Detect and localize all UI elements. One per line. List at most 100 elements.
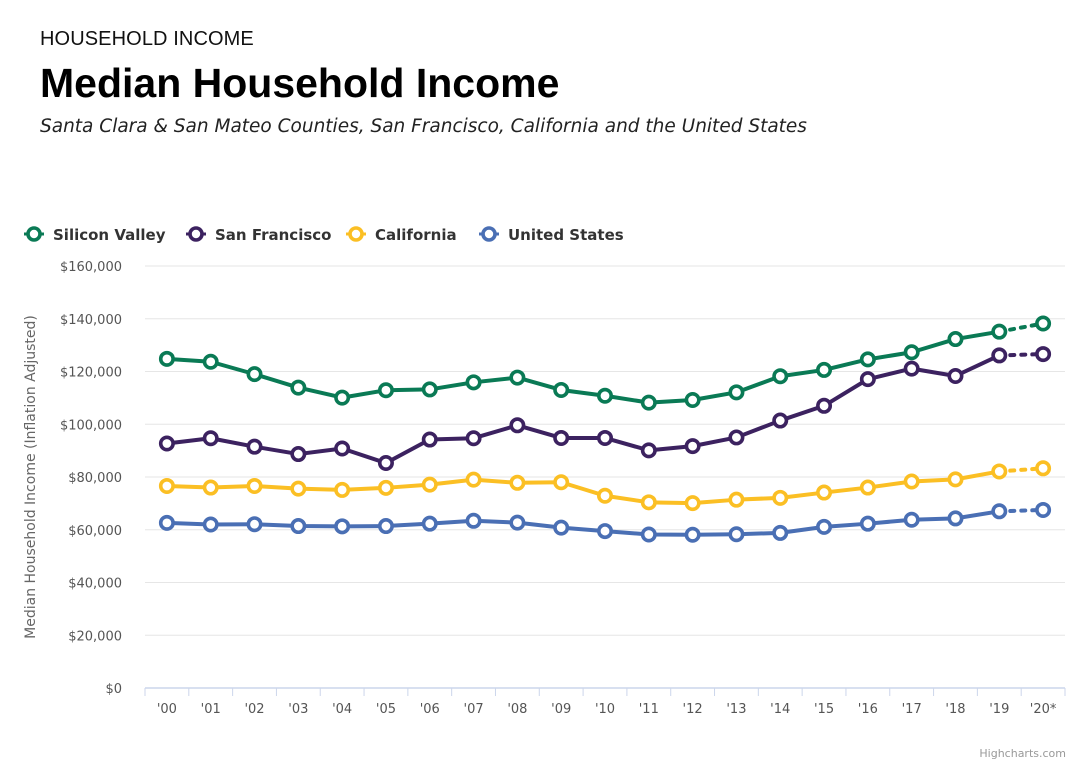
data-point (640, 394, 657, 411)
data-point (903, 360, 920, 377)
data-point (772, 524, 789, 541)
x-tick-label: '19 (989, 702, 1009, 717)
data-point (991, 323, 1008, 340)
data-point (421, 431, 438, 448)
x-axis: '00 '01 '02 '03 '04 '05 '06 '07 '08 '09 '10 '11 '12 '… (144, 687, 1066, 717)
y-tick-label: $100,000 (60, 418, 122, 433)
x-tick-label: '02 (244, 702, 264, 717)
legend-symbol-marker (348, 226, 364, 242)
y-tick-label: $160,000 (60, 260, 122, 275)
data-point (859, 515, 876, 532)
data-point (465, 430, 482, 447)
x-tick-label: '09 (551, 702, 571, 717)
data-point (246, 438, 263, 455)
y-tick-label: $0 (105, 682, 122, 697)
data-point (334, 389, 351, 406)
data-point (816, 518, 833, 535)
data-point (1035, 501, 1052, 518)
data-point (859, 479, 876, 496)
y-tick-label: $60,000 (68, 524, 122, 539)
data-point (158, 350, 175, 367)
data-point (509, 369, 526, 386)
legend-label: California (375, 226, 457, 244)
legend-item-united-states[interactable]: United States (479, 226, 624, 244)
data-point (991, 347, 1008, 364)
legend-item-silicon-valley[interactable]: Silicon Valley (24, 226, 166, 244)
data-point (377, 518, 394, 535)
series-group (158, 315, 1052, 543)
data-point (246, 366, 263, 383)
data-point (553, 519, 570, 536)
data-point (509, 417, 526, 434)
data-point (1035, 346, 1052, 363)
x-tick-label: '06 (420, 702, 440, 717)
y-axis: $0 $20,000 $40,000 $60,000 $80,000 $100,000 $1… (23, 260, 122, 697)
data-point (465, 512, 482, 529)
data-point (202, 516, 219, 533)
data-point (947, 471, 964, 488)
data-point (421, 476, 438, 493)
data-point (903, 511, 920, 528)
data-point (596, 387, 613, 404)
legend-label: Silicon Valley (53, 226, 166, 244)
data-point (1035, 315, 1052, 332)
data-point (553, 381, 570, 398)
data-point (421, 515, 438, 532)
data-point (509, 514, 526, 531)
data-point (377, 479, 394, 496)
x-tick-label: '13 (726, 702, 746, 717)
x-tick-label: '17 (902, 702, 922, 717)
data-point (728, 384, 745, 401)
data-point (640, 494, 657, 511)
data-point (246, 477, 263, 494)
data-point (640, 442, 657, 459)
data-point (290, 518, 307, 535)
data-point (947, 367, 964, 384)
data-point (816, 397, 833, 414)
data-point (816, 484, 833, 501)
data-point (553, 474, 570, 491)
data-point (334, 440, 351, 457)
data-point (772, 412, 789, 429)
x-tick-label: '18 (945, 702, 965, 717)
data-point (596, 429, 613, 446)
data-point (947, 331, 964, 348)
x-tick-label: '07 (464, 702, 484, 717)
highcharts-credit[interactable]: Highcharts.com (979, 747, 1066, 760)
data-point (509, 474, 526, 491)
data-point (1035, 460, 1052, 477)
data-point (334, 481, 351, 498)
legend-item-california[interactable]: California (346, 226, 457, 244)
data-point (991, 503, 1008, 520)
x-tick-label: '08 (507, 702, 527, 717)
series-california (158, 460, 1052, 512)
legend-label: United States (508, 226, 624, 244)
series-united-states (158, 501, 1052, 543)
data-point (903, 473, 920, 490)
data-point (553, 429, 570, 446)
legend-symbol-marker (481, 226, 497, 242)
y-tick-label: $140,000 (60, 313, 122, 328)
data-point (859, 371, 876, 388)
x-tick-label: '05 (376, 702, 396, 717)
chart-title: Median Household Income (40, 60, 560, 106)
data-point (202, 353, 219, 370)
legend-item-san-francisco[interactable]: San Francisco (186, 226, 331, 244)
data-point (334, 518, 351, 535)
data-point (684, 495, 701, 512)
x-tick-label: '16 (858, 702, 878, 717)
data-point (465, 374, 482, 391)
data-point (158, 477, 175, 494)
legend-label: San Francisco (215, 226, 331, 244)
data-point (772, 368, 789, 385)
y-tick-label: $80,000 (68, 471, 122, 486)
data-point (728, 491, 745, 508)
data-point (947, 510, 964, 527)
data-point (728, 429, 745, 446)
data-point (684, 438, 701, 455)
x-tick-label: '20* (1030, 702, 1057, 717)
data-point (246, 516, 263, 533)
y-tick-label: $120,000 (60, 366, 122, 381)
x-tick-label: '14 (770, 702, 790, 717)
data-point (728, 526, 745, 543)
